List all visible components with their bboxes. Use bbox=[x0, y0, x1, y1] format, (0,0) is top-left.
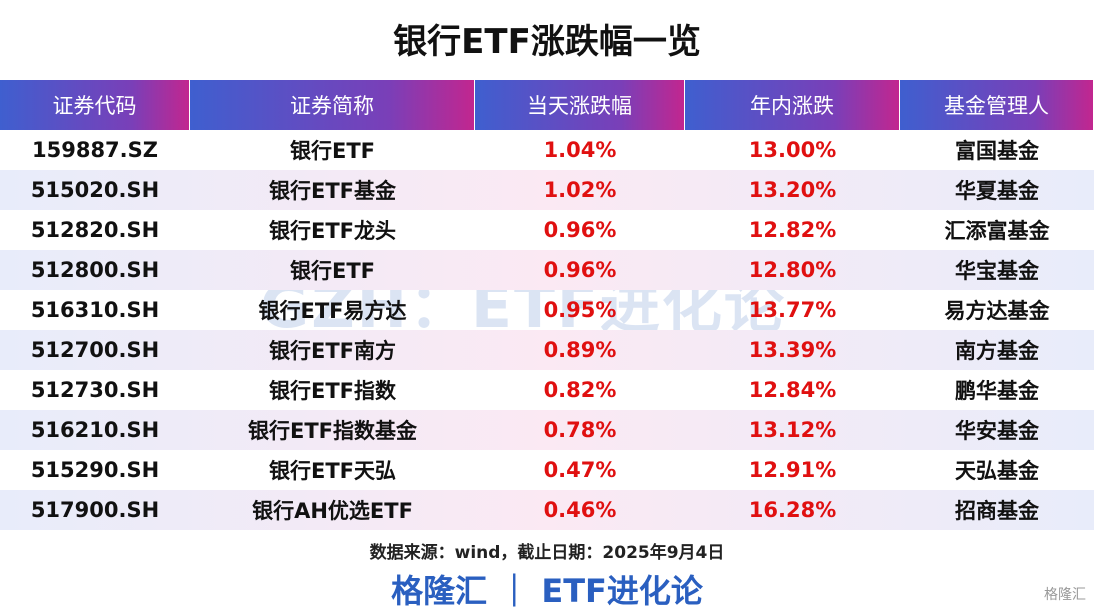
table-cell: 银行ETF南方 bbox=[268, 339, 396, 363]
table-cell: 华宝基金 bbox=[955, 259, 1039, 283]
table-cell: 13.77% bbox=[748, 298, 837, 322]
table-cell: 517900.SH bbox=[30, 498, 160, 522]
header-cell: 基金管理人 bbox=[900, 80, 1094, 130]
table-row: 515020.SH 银行ETF基金 1.02% 13.20% 华夏基金 bbox=[0, 170, 1094, 210]
table-cell: 0.47% bbox=[543, 458, 617, 482]
table-row: 516310.SH 银行ETF易方达 0.95% 13.77% 易方达基金 bbox=[0, 290, 1094, 330]
table-cell: 512700.SH bbox=[30, 338, 160, 362]
header-cell: 证券简称 bbox=[190, 80, 475, 130]
table-cell: 13.00% bbox=[748, 138, 837, 162]
header-cell: 年内涨跌 bbox=[685, 80, 900, 130]
table-cell: 516210.SH bbox=[30, 418, 160, 442]
table-cell: 0.95% bbox=[543, 298, 617, 322]
table-cell: 天弘基金 bbox=[955, 459, 1039, 483]
table-cell: 515020.SH bbox=[30, 178, 160, 202]
table-row: 512730.SH 银行ETF指数 0.82% 12.84% 鹏华基金 bbox=[0, 370, 1094, 410]
table-cell: 华安基金 bbox=[955, 419, 1039, 443]
table-cell: 512820.SH bbox=[30, 218, 160, 242]
brand: 格隆汇 ｜ ETF进化论 bbox=[391, 572, 703, 610]
table-cell: 银行ETF天弘 bbox=[268, 459, 396, 483]
table-cell: 0.96% bbox=[543, 258, 617, 282]
table-cell: 银行ETF龙头 bbox=[268, 219, 396, 243]
table-cell: 1.04% bbox=[543, 138, 617, 162]
table-cell: 银行ETF指数 bbox=[268, 379, 396, 403]
table-cell: 13.20% bbox=[748, 178, 837, 202]
table-row: 516210.SH 银行ETF指数基金 0.78% 13.12% 华安基金 bbox=[0, 410, 1094, 450]
table-cell: 银行ETF易方达 bbox=[258, 299, 407, 323]
table-row: 512800.SH 银行ETF 0.96% 12.80% 华宝基金 bbox=[0, 250, 1094, 290]
table-cell: 0.78% bbox=[543, 418, 617, 442]
title: 银行ETF涨跌幅一览 bbox=[393, 22, 701, 62]
table-cell: 159887.SZ bbox=[32, 138, 158, 162]
table-cell: 0.82% bbox=[543, 378, 617, 402]
table-cell: 12.91% bbox=[748, 458, 837, 482]
table-row: 512700.SH 银行ETF南方 0.89% 13.39% 南方基金 bbox=[0, 330, 1094, 370]
header-row: 证券代码 证券简称 当天涨跌幅 年内涨跌 基金管理人 bbox=[0, 80, 1094, 130]
table-cell: 1.02% bbox=[543, 178, 617, 202]
logo: 格隆汇 bbox=[1044, 587, 1086, 603]
table-cell: 12.80% bbox=[748, 258, 837, 282]
table-cell: 512730.SH bbox=[30, 378, 160, 402]
table-cell: 汇添富基金 bbox=[944, 219, 1050, 243]
table-cell: 银行ETF bbox=[289, 259, 375, 283]
table: 证券代码 证券简称 当天涨跌幅 年内涨跌 基金管理人 159887.SZ 银行ETF 1.04… bbox=[0, 80, 1094, 530]
header-cell: 当天涨跌幅 bbox=[475, 80, 685, 130]
table-cell: 0.96% bbox=[543, 218, 617, 242]
table-cell: 516310.SH bbox=[30, 298, 160, 322]
table-cell: 易方达基金 bbox=[944, 299, 1050, 323]
table-cell: 银行ETF bbox=[289, 139, 375, 163]
table-cell: 13.12% bbox=[748, 418, 837, 442]
table-cell: 515290.SH bbox=[30, 458, 160, 482]
table-cell: 华夏基金 bbox=[955, 179, 1039, 203]
table-cell: 512800.SH bbox=[30, 258, 160, 282]
table-cell: 12.82% bbox=[748, 218, 837, 242]
table-row: 517900.SH 银行AH优选ETF 0.46% 16.28% 招商基金 bbox=[0, 490, 1094, 530]
source-note: 数据来源：wind，截止日期：2025年9月4日 bbox=[369, 543, 725, 563]
table-cell: 招商基金 bbox=[955, 499, 1039, 523]
table-row: 159887.SZ 银行ETF 1.04% 13.00% 富国基金 bbox=[0, 130, 1094, 170]
table-cell: 银行ETF基金 bbox=[268, 179, 396, 203]
table-row: 512820.SH 银行ETF龙头 0.96% 12.82% 汇添富基金 bbox=[0, 210, 1094, 250]
table-cell: 南方基金 bbox=[955, 339, 1039, 363]
table-cell: 12.84% bbox=[748, 378, 837, 402]
table-cell: 13.39% bbox=[748, 338, 837, 362]
table-cell: 富国基金 bbox=[955, 139, 1039, 163]
table-row: 515290.SH 银行ETF天弘 0.47% 12.91% 天弘基金 bbox=[0, 450, 1094, 490]
table-cell: 16.28% bbox=[748, 498, 837, 522]
header-cell: 证券代码 bbox=[0, 80, 190, 130]
table-cell: 银行ETF指数基金 bbox=[247, 419, 417, 443]
table-cell: 银行AH优选ETF bbox=[252, 499, 413, 523]
table-cell: 0.89% bbox=[543, 338, 617, 362]
table-cell: 0.46% bbox=[543, 498, 617, 522]
table-cell: 鹏华基金 bbox=[955, 379, 1039, 403]
